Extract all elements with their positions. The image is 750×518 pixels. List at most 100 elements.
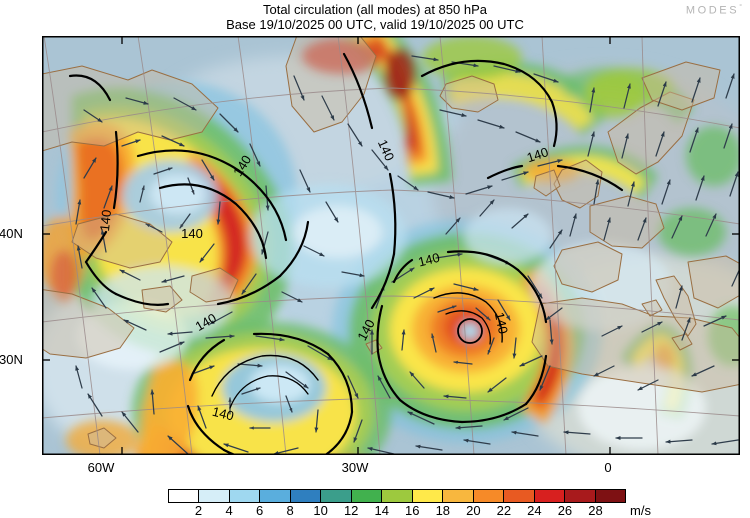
subtropical-vortex-shading xyxy=(132,321,392,455)
contour-cc-e xyxy=(460,402,528,424)
colorbar[interactable] xyxy=(168,489,626,503)
figure-title-block: Total circulation (all modes) at 850 hPa… xyxy=(0,2,750,32)
colorbar-segment xyxy=(534,490,566,502)
contour-nw-g xyxy=(278,220,310,278)
contour-label-140: 140 xyxy=(181,226,203,241)
map-panel: 140 140 140 140 140 140 140 140 140 140 xyxy=(42,36,740,455)
colorbar-segment xyxy=(169,490,200,502)
colorbar-tick-label: 8 xyxy=(286,503,294,518)
contour-cc-b xyxy=(446,250,520,272)
contour-label-140: 140 xyxy=(417,250,442,270)
colorbar-tick-label: 16 xyxy=(405,503,420,518)
colorbar-tick-label: 26 xyxy=(557,503,573,518)
contour-label-140: 140 xyxy=(97,209,114,232)
contour-cc-h xyxy=(376,304,384,354)
graticule xyxy=(42,36,740,455)
colorbar-segment xyxy=(412,490,444,502)
colorbar-tick-label: 24 xyxy=(527,503,542,518)
central-cyclone-shading xyxy=(332,219,602,443)
colorbar-tick-label: 14 xyxy=(374,503,389,518)
page-title: Total circulation (all modes) at 850 hPa xyxy=(262,2,487,17)
colorbar-unit-label: m/s xyxy=(630,503,651,518)
colorbar-tick-label: 4 xyxy=(225,503,233,518)
contour-label-140: 140 xyxy=(525,144,550,165)
contour-nw-d xyxy=(84,260,118,296)
contour-nw-e xyxy=(114,292,170,306)
contour-sw-i1 xyxy=(211,354,319,397)
colorbar-segment xyxy=(290,490,322,502)
geopotential-contours xyxy=(68,52,624,455)
colorbar-tick-label: 12 xyxy=(343,503,359,518)
colorbar-ticks: 2 4 6 8 10 12 14 16 18 20 22 24 26 28 xyxy=(168,503,626,518)
colorbar-tick-label: 28 xyxy=(588,503,603,518)
contour-cc-a xyxy=(392,258,414,284)
contour-cc-f xyxy=(398,398,464,424)
colorbar-tick-label: 10 xyxy=(313,503,328,518)
colorbar-segment xyxy=(321,490,352,502)
colorbar-segment xyxy=(565,490,596,502)
contour-nw-inner1 xyxy=(136,149,288,242)
low-speed-patches xyxy=(76,184,706,450)
contour-label-140: 140 xyxy=(492,311,511,335)
contour-cc-g xyxy=(376,350,402,402)
colorbar-tick-label: 20 xyxy=(466,503,481,518)
contour-sw-d xyxy=(323,410,354,455)
colorbar-tick-label: 22 xyxy=(496,503,512,518)
colorbar-segment xyxy=(260,490,291,502)
contour-nw-f xyxy=(216,274,282,306)
colorbar-segment xyxy=(473,490,505,502)
colorbar-tick-label: 2 xyxy=(194,503,203,518)
lon-label-30w: 30W xyxy=(341,460,369,475)
wind-vectors-scattered xyxy=(281,169,563,303)
contour-label-140: 140 xyxy=(211,404,236,424)
contour-cc-d xyxy=(524,354,548,406)
wind-vectors-sw-vortex xyxy=(150,334,363,455)
colorbar-segment xyxy=(443,490,474,502)
colorbar-tick-label: 6 xyxy=(255,503,264,518)
contour-scan-a xyxy=(486,164,524,180)
contour-labels: 140 140 140 140 140 140 140 140 140 140 xyxy=(97,137,550,423)
contour-sw-a xyxy=(188,338,226,382)
wind-vectors-north xyxy=(293,55,563,199)
contour-nw-c xyxy=(84,230,108,264)
lon-label-0: 0 xyxy=(604,460,612,475)
colorbar-segment xyxy=(199,490,230,502)
contour-nw-inner2 xyxy=(158,183,268,260)
wind-vectors-south xyxy=(75,365,739,455)
contour-cc-i1 xyxy=(433,292,503,343)
wind-vectors xyxy=(75,55,740,455)
colorbar-segment xyxy=(595,490,626,502)
wind-vectors-labrador xyxy=(75,97,270,336)
wind-vectors-europe xyxy=(569,73,740,241)
contour-north-a xyxy=(420,59,554,104)
contour-cc-c xyxy=(516,268,548,324)
colorbar-segment xyxy=(504,490,535,502)
wind-vectors-mediterranean xyxy=(519,263,740,391)
contour-cc-eye xyxy=(457,318,483,344)
contour-sw-b xyxy=(252,332,330,356)
modes-logo-mark: ° xyxy=(739,4,742,11)
contour-sw-f xyxy=(186,404,226,452)
weather-map[interactable]: 140 140 140 140 140 140 140 140 140 140 xyxy=(42,36,740,455)
colorbar-segment xyxy=(382,490,413,502)
contour-scan-b xyxy=(556,164,624,192)
colorbar-tick-label: 18 xyxy=(435,503,451,518)
colorbar-segment xyxy=(351,490,383,502)
contour-nw-a xyxy=(68,74,112,102)
lat-label-30n: 30N xyxy=(0,352,23,367)
contour-cc-i2 xyxy=(445,310,491,345)
lon-label-60w: 60W xyxy=(87,460,115,475)
contour-ice-c xyxy=(370,252,396,310)
contour-sw-i2 xyxy=(229,375,309,409)
contour-sw-c xyxy=(326,352,354,414)
figure-subtitle: Base 19/10/2025 00 UTC, valid 19/10/2025… xyxy=(226,17,524,32)
contour-ice-b xyxy=(388,172,397,256)
map-frame xyxy=(42,36,740,455)
lat-label-40n: 40N xyxy=(0,226,23,241)
colorbar-segment xyxy=(229,490,261,502)
contour-ice-a xyxy=(342,52,374,130)
modes-logo: MODES° xyxy=(686,4,742,17)
contour-north-b xyxy=(550,100,558,148)
contour-nw-b xyxy=(112,130,119,210)
